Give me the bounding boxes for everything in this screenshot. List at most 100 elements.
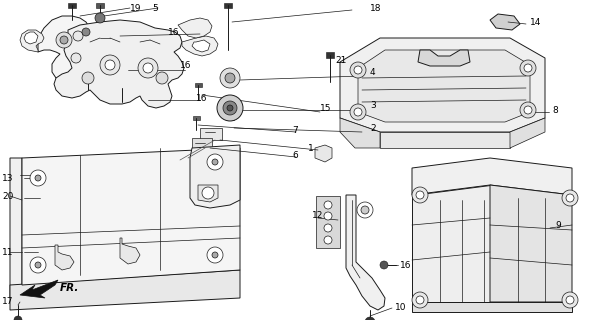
Circle shape bbox=[207, 247, 223, 263]
Polygon shape bbox=[412, 302, 572, 312]
Text: 6: 6 bbox=[292, 150, 298, 159]
Polygon shape bbox=[340, 118, 380, 148]
Polygon shape bbox=[10, 270, 240, 310]
Circle shape bbox=[60, 36, 68, 44]
Circle shape bbox=[354, 66, 362, 74]
Polygon shape bbox=[192, 40, 210, 52]
Circle shape bbox=[416, 296, 424, 304]
Circle shape bbox=[380, 261, 388, 269]
Text: 15: 15 bbox=[320, 103, 332, 113]
Circle shape bbox=[30, 257, 46, 273]
Bar bbox=[200, 128, 222, 140]
Text: 10: 10 bbox=[395, 303, 407, 313]
Text: FR.: FR. bbox=[60, 283, 79, 293]
Bar bbox=[316, 196, 340, 248]
Circle shape bbox=[412, 292, 428, 308]
Polygon shape bbox=[20, 280, 58, 298]
Polygon shape bbox=[490, 14, 520, 30]
Text: 8: 8 bbox=[552, 106, 558, 115]
Circle shape bbox=[416, 191, 424, 199]
Text: 12: 12 bbox=[312, 211, 323, 220]
Bar bbox=[224, 3, 232, 8]
Circle shape bbox=[56, 32, 72, 48]
Circle shape bbox=[217, 95, 243, 121]
Text: 18: 18 bbox=[370, 4, 382, 12]
Polygon shape bbox=[20, 30, 44, 52]
Text: 19: 19 bbox=[130, 4, 141, 12]
Polygon shape bbox=[412, 185, 490, 302]
Text: 16: 16 bbox=[196, 93, 207, 102]
Text: 20: 20 bbox=[2, 191, 14, 201]
Circle shape bbox=[412, 187, 428, 203]
Circle shape bbox=[105, 60, 115, 70]
Circle shape bbox=[566, 194, 574, 202]
Circle shape bbox=[324, 224, 332, 232]
Bar bbox=[192, 138, 212, 152]
Circle shape bbox=[566, 296, 574, 304]
Circle shape bbox=[212, 159, 218, 165]
Circle shape bbox=[100, 55, 120, 75]
Bar bbox=[227, 116, 234, 120]
Circle shape bbox=[82, 28, 90, 36]
Bar bbox=[193, 116, 200, 120]
Circle shape bbox=[562, 292, 578, 308]
Polygon shape bbox=[120, 238, 140, 264]
Circle shape bbox=[35, 262, 41, 268]
Text: 16: 16 bbox=[400, 260, 411, 269]
Circle shape bbox=[138, 58, 158, 78]
Circle shape bbox=[324, 201, 332, 209]
Circle shape bbox=[524, 64, 532, 72]
Circle shape bbox=[227, 105, 233, 111]
Polygon shape bbox=[380, 132, 510, 148]
Polygon shape bbox=[38, 16, 90, 84]
Polygon shape bbox=[358, 50, 530, 122]
Text: 16: 16 bbox=[168, 28, 180, 36]
Polygon shape bbox=[510, 118, 545, 148]
Polygon shape bbox=[24, 32, 38, 44]
Bar bbox=[95, 270, 113, 282]
Circle shape bbox=[520, 60, 536, 76]
Text: 2: 2 bbox=[370, 124, 376, 132]
Circle shape bbox=[524, 106, 532, 114]
Polygon shape bbox=[22, 148, 240, 285]
Circle shape bbox=[225, 73, 235, 83]
Circle shape bbox=[324, 236, 332, 244]
Polygon shape bbox=[315, 145, 332, 162]
Polygon shape bbox=[178, 18, 212, 38]
Circle shape bbox=[562, 190, 578, 206]
Circle shape bbox=[223, 101, 237, 115]
Circle shape bbox=[156, 72, 168, 84]
Circle shape bbox=[350, 62, 366, 78]
Polygon shape bbox=[198, 185, 218, 202]
Text: 4: 4 bbox=[370, 68, 376, 76]
Circle shape bbox=[324, 212, 332, 220]
Text: 1: 1 bbox=[308, 143, 314, 153]
Circle shape bbox=[220, 68, 240, 88]
Polygon shape bbox=[418, 50, 470, 66]
Circle shape bbox=[14, 316, 22, 320]
Polygon shape bbox=[490, 185, 572, 302]
Circle shape bbox=[202, 187, 214, 199]
Polygon shape bbox=[10, 158, 22, 298]
Text: 16: 16 bbox=[180, 60, 191, 69]
Text: 5: 5 bbox=[152, 4, 158, 12]
Polygon shape bbox=[55, 245, 74, 270]
Circle shape bbox=[95, 13, 105, 23]
Text: 14: 14 bbox=[530, 18, 541, 27]
Circle shape bbox=[207, 154, 223, 170]
Bar bbox=[195, 83, 202, 87]
Circle shape bbox=[73, 31, 83, 41]
Polygon shape bbox=[54, 20, 184, 108]
Bar bbox=[119, 86, 126, 90]
Circle shape bbox=[71, 53, 81, 63]
Text: 7: 7 bbox=[292, 125, 298, 134]
Circle shape bbox=[350, 104, 366, 120]
Circle shape bbox=[82, 72, 94, 84]
Circle shape bbox=[30, 170, 46, 186]
Polygon shape bbox=[346, 195, 385, 310]
Circle shape bbox=[35, 175, 41, 181]
Circle shape bbox=[357, 202, 373, 218]
Bar bbox=[326, 52, 334, 58]
Circle shape bbox=[520, 102, 536, 118]
Circle shape bbox=[212, 252, 218, 258]
